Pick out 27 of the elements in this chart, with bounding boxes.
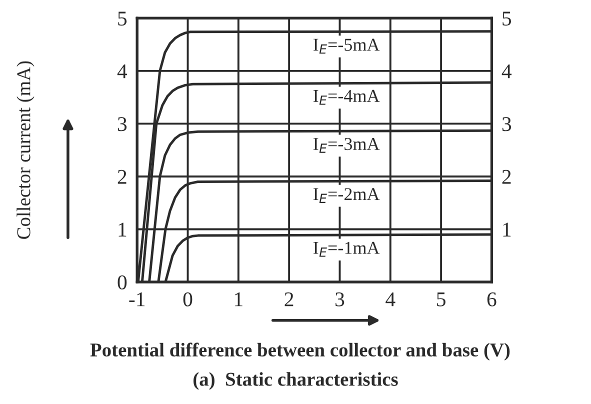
- y2-tick-label: 5: [502, 12, 512, 26]
- y2-tick-label: 4: [502, 64, 512, 78]
- y-tick-label: 4: [117, 64, 128, 78]
- x-tick-label: -1: [129, 292, 145, 306]
- y-tick-label: 0: [118, 275, 127, 290]
- series-label: I$_{E}$=-5mA: [313, 38, 380, 54]
- series-label: I$_{E}$=-2mA: [313, 188, 380, 203]
- y-tick-label: 2: [118, 170, 126, 184]
- y2-tick-label: 3: [502, 117, 512, 132]
- y2-tick-label: 2: [502, 170, 511, 184]
- y-tick-label: 1: [118, 222, 126, 236]
- text: (a) Static characteristics: [194, 372, 398, 390]
- x-tick-label: 4: [386, 292, 396, 306]
- series-label: I$_{E}$=-1mA: [313, 242, 380, 257]
- y2-tick-label: 1: [503, 222, 511, 236]
- x-tick-label: 5: [437, 292, 446, 306]
- x-tick-label: 6: [487, 292, 496, 306]
- x-tick-label: 2: [284, 292, 294, 306]
- y-tick-label: 3: [118, 117, 127, 132]
- x-tick-label: 0: [183, 292, 192, 306]
- x-axis-title: Potential difference between collector and base (V): [90, 342, 510, 360]
- series-label: I$_{E}$=-4mA: [313, 90, 380, 105]
- x-tick-label: 1: [235, 292, 242, 306]
- y-tick-label: 5: [118, 12, 127, 26]
- x-tick-label: 3: [336, 292, 344, 306]
- y-axis-title: Collector current (mA): [16, 61, 34, 239]
- series-label: I$_{E}$=-3mA: [313, 138, 380, 153]
